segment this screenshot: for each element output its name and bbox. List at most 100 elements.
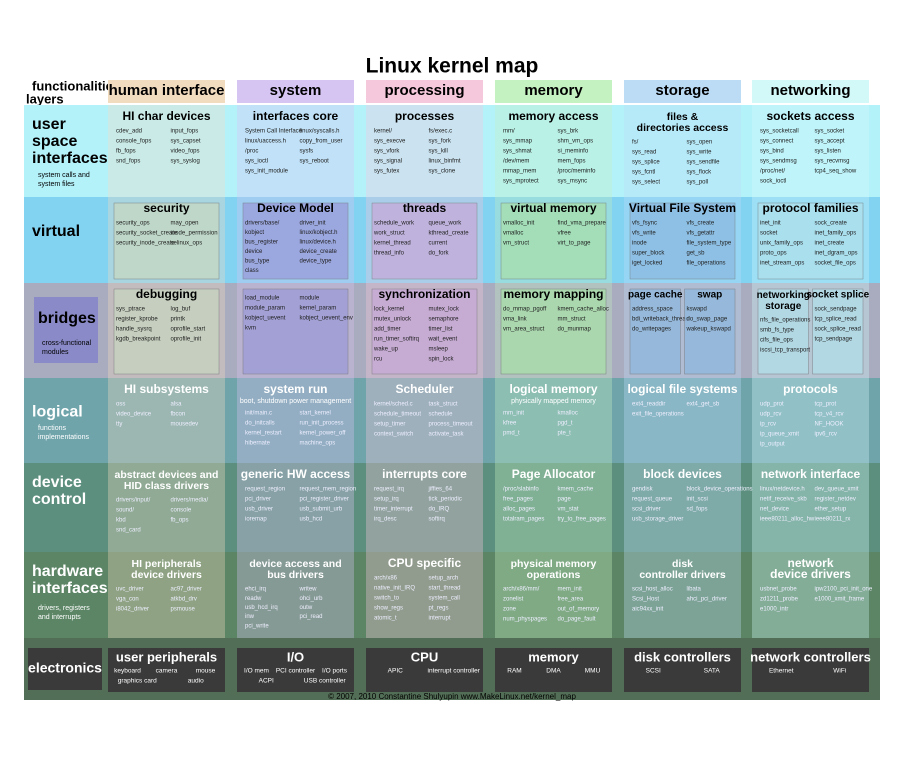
cell-item: kernel_power_off bbox=[300, 431, 346, 437]
corner-bottom: layers bbox=[26, 91, 64, 106]
cell-title: HI subsystems bbox=[124, 382, 209, 396]
cell-item: video_fops bbox=[171, 149, 200, 155]
column-header: human interface bbox=[109, 82, 225, 99]
cell-item: kobject_uevent_env bbox=[300, 316, 353, 322]
cell-item: schedule_timeout bbox=[374, 412, 421, 418]
row-label: hardware interfaces bbox=[32, 563, 108, 597]
cell-item: page bbox=[558, 497, 572, 503]
cell-item: vfs_fsync bbox=[632, 221, 657, 227]
cell-item: bus_type bbox=[245, 259, 270, 265]
cell-title: protocol families bbox=[762, 201, 858, 215]
cell-item: kthread_create bbox=[429, 231, 470, 237]
cell-item: jiffies_64 bbox=[428, 487, 453, 493]
cell-title: generic HW access bbox=[241, 467, 351, 481]
cell-item: ipw2100_pci_init_one bbox=[815, 587, 873, 593]
column-header-box bbox=[752, 80, 869, 103]
cell-block bbox=[500, 288, 607, 375]
cell-title: network interface bbox=[761, 467, 861, 481]
cell-item: activate_task bbox=[429, 432, 465, 438]
column-header: memory bbox=[524, 82, 583, 99]
cell-item: sys_vfork bbox=[374, 149, 400, 155]
electronics-block bbox=[366, 648, 483, 692]
cell-item: machine_ops bbox=[300, 441, 336, 447]
cell-item: spin_lock bbox=[429, 357, 455, 363]
cell-item: get_sb bbox=[687, 251, 706, 257]
cell-item: sys_listen bbox=[815, 149, 841, 155]
cell-item: drivers/media/ bbox=[171, 498, 209, 504]
cell-item: interrupt bbox=[429, 616, 451, 622]
cell-item: udp_prot bbox=[760, 402, 784, 408]
cell-block bbox=[371, 202, 478, 280]
cell-item: pt_regs bbox=[429, 606, 449, 612]
cell-item: scsi_host_alloc bbox=[632, 587, 673, 593]
cell-item: security_ops bbox=[116, 221, 150, 227]
cell-title: sockets access bbox=[766, 109, 854, 123]
electronics-block bbox=[752, 648, 869, 692]
cell-item: /dev/mem bbox=[503, 159, 529, 165]
cell-item: fbcon bbox=[171, 412, 186, 418]
cell-item: mm/ bbox=[503, 129, 515, 135]
cell-item: linux/syscalls.h bbox=[300, 129, 340, 135]
cell-block bbox=[242, 202, 349, 280]
cell-item: pci_write bbox=[245, 623, 269, 629]
cell-item: kernel_restart bbox=[245, 431, 282, 437]
cell-item: vfree bbox=[558, 231, 572, 237]
electronics-item: graphics card bbox=[118, 678, 157, 685]
cell-item: aic94xx_init bbox=[632, 607, 664, 613]
cell-block bbox=[500, 202, 607, 280]
cell-item: inw bbox=[245, 614, 255, 620]
cell-item: init_scsi bbox=[687, 497, 708, 503]
cell-item: semaphore bbox=[429, 317, 460, 323]
cell-item: ether_setup bbox=[815, 507, 847, 513]
cell-item: vfs_getattr bbox=[687, 231, 715, 237]
electronics-title: I/O bbox=[287, 649, 304, 664]
cell-title: block devices bbox=[643, 467, 722, 481]
cell-item: irq_desc bbox=[374, 517, 397, 523]
cell-item: socket bbox=[760, 231, 778, 237]
cell-item: vma_link bbox=[503, 317, 528, 323]
cell-item: file_operations bbox=[687, 261, 726, 267]
cell-item: udp_rcv bbox=[760, 412, 781, 418]
cell-item: address_space bbox=[632, 307, 673, 313]
cell-title: processes bbox=[395, 109, 455, 123]
cell-item: show_regs bbox=[374, 606, 403, 612]
cell-title: protocols bbox=[783, 382, 838, 396]
cell-item: shm_vm_ops bbox=[558, 139, 594, 145]
cell-item: pmd_t bbox=[503, 431, 520, 437]
cell-item: kbd bbox=[116, 518, 126, 524]
electronics-title: disk controllers bbox=[634, 649, 731, 664]
cell-item: setup_timer bbox=[374, 422, 405, 428]
electronics-item: I/O ports bbox=[322, 668, 348, 675]
cell-item: init/main.c bbox=[245, 411, 272, 417]
cell-item: sys_msync bbox=[558, 179, 588, 185]
cell-item: device_type bbox=[300, 259, 333, 265]
electronics-item: WiFi bbox=[833, 668, 846, 675]
cell-item: inet_stream_ops bbox=[760, 261, 804, 267]
cell-item: kobject_uevent bbox=[245, 316, 286, 322]
cell-item: do_page_fault bbox=[558, 617, 596, 623]
cell-title: physical memory operations bbox=[511, 558, 597, 581]
cell-item: ieee80211_rx bbox=[815, 517, 851, 523]
cell-item: sys_mprotect bbox=[503, 179, 539, 185]
cell-item: oss bbox=[116, 402, 125, 408]
cell-item: sysfs bbox=[300, 149, 314, 155]
cell-item: work_struct bbox=[373, 231, 405, 237]
cell-item: security_socket_create bbox=[116, 231, 178, 237]
cell-item: wait_event bbox=[428, 337, 458, 343]
cell-title: networking storage bbox=[757, 290, 810, 312]
cell-item: zone bbox=[503, 607, 517, 613]
cell-item: mm_struct bbox=[558, 317, 586, 323]
cell-item: arch/x86 bbox=[374, 576, 398, 582]
cell-item: arch/x86/mm/ bbox=[503, 587, 540, 593]
cell-item: snd_fops bbox=[116, 159, 140, 165]
corner-top: functionalities bbox=[32, 78, 120, 93]
cell-title: debugging bbox=[136, 287, 197, 301]
cell-item: device_create bbox=[300, 249, 338, 255]
cell-item: rcu bbox=[374, 357, 382, 363]
cell-block bbox=[684, 288, 736, 375]
cell-item: alsa bbox=[171, 402, 183, 408]
cell-item: wakeup_kswapd bbox=[686, 327, 731, 333]
cell-item: module bbox=[300, 296, 320, 302]
cell-item: task_struct bbox=[429, 402, 458, 408]
cell-item: switch_to bbox=[374, 596, 400, 602]
